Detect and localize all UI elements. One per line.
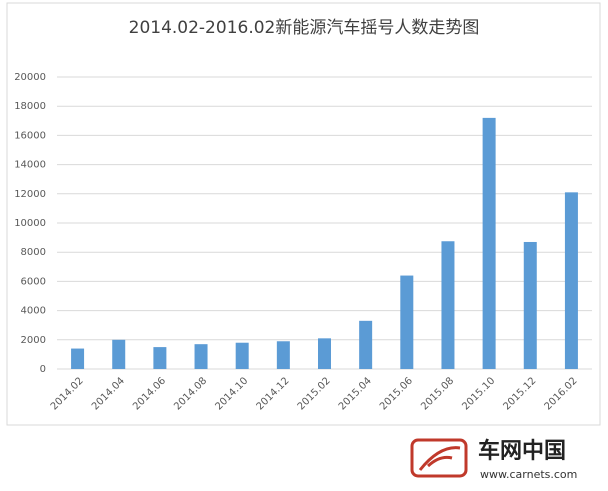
bar <box>71 348 85 369</box>
bar <box>400 275 414 369</box>
bar <box>235 342 249 369</box>
y-tick-label: 4000 <box>21 306 46 317</box>
y-tick-label: 20000 <box>14 72 46 83</box>
y-tick-label: 8000 <box>21 247 46 258</box>
bar <box>194 344 208 369</box>
bar <box>441 241 455 369</box>
bar <box>564 192 578 369</box>
watermark-logo <box>410 438 468 478</box>
watermark-url: www.carnets.com <box>480 468 577 481</box>
bar <box>318 338 331 369</box>
y-tick-label: 2000 <box>21 335 46 346</box>
bar <box>276 341 290 369</box>
y-tick-label: 10000 <box>14 218 46 229</box>
bar <box>153 347 167 369</box>
y-tick-label: 16000 <box>14 130 46 141</box>
bar <box>523 241 537 369</box>
bar <box>482 117 496 369</box>
y-tick-label: 18000 <box>14 101 46 112</box>
bar <box>359 320 373 369</box>
watermark-logo-mark <box>418 446 461 471</box>
chart-border <box>6 2 601 426</box>
y-tick-label: 0 <box>40 364 46 375</box>
chart-title: 2014.02-2016.02新能源汽车摇号人数走势图 <box>129 18 480 38</box>
watermark-brand: 车网中国 <box>478 438 566 464</box>
y-tick-label: 12000 <box>14 189 46 200</box>
bar <box>112 339 126 369</box>
watermark: 车网中国 www.carnets.com <box>410 438 577 481</box>
y-tick-label: 6000 <box>21 276 46 287</box>
y-tick-label: 14000 <box>14 160 46 171</box>
